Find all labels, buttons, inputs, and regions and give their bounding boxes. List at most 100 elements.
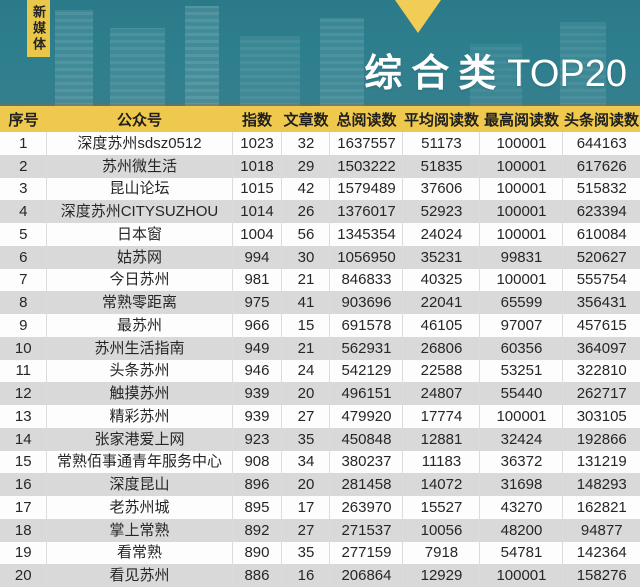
index-cell: 939 xyxy=(232,405,283,428)
account-name-cell: 常熟佰事通青年服务中心 xyxy=(46,450,233,474)
article-count-cell: 21 xyxy=(281,336,331,360)
headline-reads-cell: 162821 xyxy=(576,498,627,516)
account-name-cell: 掌上常熟 xyxy=(46,518,233,542)
article-count-cell: 27 xyxy=(281,518,331,542)
headline-reads-cell: 644163 xyxy=(576,134,627,152)
table-row: 11 头条苏州 946 24 542129 22588 53251 322810 xyxy=(0,359,640,383)
index-cell: 1004 xyxy=(232,223,283,246)
total-reads-cell: 542129 xyxy=(329,359,404,383)
table-row: 3 昆山论坛 1015 42 1579489 37606 100001 5158… xyxy=(0,177,640,201)
index-cell: 896 xyxy=(232,473,283,496)
total-reads-cell: 1345354 xyxy=(329,223,404,246)
max-reads-cell: 100001 xyxy=(479,200,564,223)
max-reads-cell: 43270 xyxy=(479,496,564,519)
table-row: 4 深度苏州CITYSUZHOU 1014 26 1376017 52923 1… xyxy=(0,200,640,223)
headline-reads-cell: 148293 xyxy=(576,476,627,494)
average-reads-cell: 17774 xyxy=(402,405,481,428)
headline-reads-cell: 142364 xyxy=(576,544,627,562)
index-cell: 1015 xyxy=(232,177,283,201)
article-count-cell: 15 xyxy=(281,314,331,337)
skyline-decoration xyxy=(110,28,165,106)
article-count-cell: 24 xyxy=(281,359,331,383)
average-reads-cell: 24807 xyxy=(402,382,481,405)
index-cell: 975 xyxy=(232,291,283,314)
total-reads-cell: 281458 xyxy=(329,473,404,496)
account-name-cell: 最苏州 xyxy=(46,314,233,337)
average-reads-cell: 22588 xyxy=(402,359,481,383)
total-reads-cell: 1503222 xyxy=(329,154,404,178)
average-reads-cell: 24024 xyxy=(402,223,481,246)
headline-reads-cell: 617626 xyxy=(576,157,627,175)
index-cell: 981 xyxy=(232,268,283,292)
rank-cell: 8 xyxy=(0,291,48,314)
ribbon-label: 新媒体 xyxy=(31,5,46,53)
account-name-cell: 苏州生活指南 xyxy=(46,336,233,360)
article-count-cell: 29 xyxy=(281,154,331,178)
account-name-cell: 老苏州城 xyxy=(46,496,233,519)
total-reads-cell: 1579489 xyxy=(329,177,404,201)
average-reads-cell: 51835 xyxy=(402,154,481,178)
headline-reads-cell: 322810 xyxy=(576,362,627,380)
account-name-cell: 张家港爱上网 xyxy=(46,427,233,451)
headline-reads-cell: 131219 xyxy=(576,453,627,471)
max-reads-cell: 31698 xyxy=(479,473,564,496)
article-count-cell: 34 xyxy=(281,450,331,474)
header-total-reads: 总阅读数 xyxy=(329,106,403,132)
average-reads-cell: 7918 xyxy=(402,541,481,565)
average-reads-cell: 11183 xyxy=(402,450,481,474)
account-name-cell: 常熟零距离 xyxy=(46,291,233,314)
skyline-decoration xyxy=(240,36,300,106)
page-title-top20: TOP20 xyxy=(507,53,627,95)
total-reads-cell: 263970 xyxy=(329,496,404,519)
account-name-cell: 姑苏网 xyxy=(46,245,233,269)
skyline-decoration xyxy=(320,18,364,106)
headline-reads-cell: 515832 xyxy=(576,180,627,198)
total-reads-cell: 562931 xyxy=(329,336,404,360)
rank-cell: 2 xyxy=(0,154,48,178)
table-row: 14 张家港爱上网 923 35 450848 12881 32424 1928… xyxy=(0,427,640,451)
page-title-category: 综合类 xyxy=(364,53,506,95)
index-cell: 890 xyxy=(232,541,283,565)
total-reads-cell: 277159 xyxy=(329,541,404,565)
index-cell: 1018 xyxy=(232,154,283,178)
article-count-cell: 16 xyxy=(281,564,331,587)
headline-reads-cell: 94877 xyxy=(580,521,623,539)
table-row: 9 最苏州 966 15 691578 46105 97007 457615 xyxy=(0,314,640,337)
max-reads-cell: 100001 xyxy=(479,223,564,246)
table-row: 20 看见苏州 886 16 206864 12929 100001 15827… xyxy=(0,564,640,587)
table-row: 10 苏州生活指南 949 21 562931 26806 60356 3640… xyxy=(0,336,640,360)
skyline-decoration xyxy=(470,44,522,106)
rank-cell: 19 xyxy=(0,541,48,565)
account-name-cell: 苏州微生活 xyxy=(46,154,233,178)
max-reads-cell: 36372 xyxy=(479,450,564,474)
rank-cell: 6 xyxy=(0,245,48,269)
average-reads-cell: 40325 xyxy=(402,268,481,292)
table-row: 5 日本窗 1004 56 1345354 24024 100001 61008… xyxy=(0,223,640,246)
average-reads-cell: 15527 xyxy=(402,496,481,519)
rank-cell: 16 xyxy=(0,473,48,496)
rank-cell: 14 xyxy=(0,427,48,451)
average-reads-cell: 12881 xyxy=(402,427,481,451)
headline-reads-cell: 364097 xyxy=(576,339,627,357)
header-rank: 序号 xyxy=(0,106,47,132)
article-count-cell: 32 xyxy=(281,132,331,155)
average-reads-cell: 26806 xyxy=(402,336,481,360)
index-cell: 966 xyxy=(232,314,283,337)
article-count-cell: 42 xyxy=(281,177,331,201)
article-count-cell: 30 xyxy=(281,245,331,269)
rank-cell: 3 xyxy=(0,177,48,201)
account-name-cell: 头条苏州 xyxy=(46,359,233,383)
article-count-cell: 26 xyxy=(281,200,331,223)
headline-reads-cell: 520627 xyxy=(576,248,627,266)
total-reads-cell: 271537 xyxy=(329,518,404,542)
table-row: 17 老苏州城 895 17 263970 15527 43270 162821 xyxy=(0,496,640,519)
average-reads-cell: 52923 xyxy=(402,200,481,223)
total-reads-cell: 479920 xyxy=(329,405,404,428)
rank-cell: 7 xyxy=(0,268,48,292)
skyline-decoration xyxy=(55,10,93,106)
max-reads-cell: 100001 xyxy=(479,154,564,178)
total-reads-cell: 450848 xyxy=(329,427,404,451)
index-cell: 908 xyxy=(232,450,283,474)
skyline-decoration xyxy=(185,6,219,106)
